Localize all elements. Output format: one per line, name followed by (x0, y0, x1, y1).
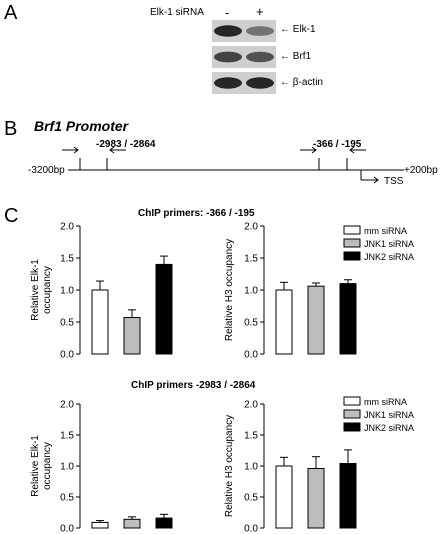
y-tick-label: 0.5 (60, 493, 74, 504)
promoter-title: Brf1 Promoter (34, 118, 129, 134)
y-tick-label: 2.0 (244, 222, 258, 233)
condition-label: Elk-1 siRNA (150, 7, 204, 18)
promoter-left-end: -3200bp (28, 165, 65, 176)
legend-2: mm siRNA JNK1 siRNA JNK2 siRNA (343, 396, 414, 433)
blot-band (214, 77, 242, 89)
y-tick-label: 0.0 (60, 350, 74, 361)
bar-jnk1-sirna (307, 467, 325, 529)
panel-a-letter: A (4, 2, 18, 24)
y-tick-label: 0.5 (244, 318, 258, 329)
y-tick-label: 0.0 (244, 524, 258, 534)
legend-swatch (343, 225, 361, 235)
y-axis-label: Relative H3 occupancy (224, 239, 235, 341)
band-label-brf1: ← Brf1 (280, 51, 311, 62)
western-blot (210, 20, 278, 98)
arrow-left-icon: ← (280, 24, 290, 35)
row2-header: ChIP primers -2983 / -2864 (131, 380, 256, 391)
y-tick-label: 0.0 (60, 524, 74, 534)
legend-1: mm siRNA JNK1 siRNA JNK2 siRNA (343, 225, 414, 262)
bar-chart-4: 0.0 0.5 1.0 1.5 2.0 Relative H3 occupancy (224, 400, 357, 534)
y-axis-label: Relative H3 occupancy (224, 415, 235, 517)
y-tick-label: 0.5 (60, 318, 74, 329)
bar-jnk1-sirna (307, 285, 325, 355)
bar-chart-1: 0.0 0.5 1.0 1.5 2.0 Relative Elk-1occupancy (30, 222, 173, 361)
legend-label: mm siRNA (364, 226, 407, 236)
blot-strip-brf1 (212, 46, 276, 68)
bar-jnk2-sirna (339, 463, 357, 529)
y-tick-label: 1.0 (244, 286, 258, 297)
legend-swatch (343, 422, 361, 432)
y-tick-label: 2.0 (60, 400, 74, 411)
legend-label: mm siRNA (364, 397, 407, 407)
band-name-elk1: Elk-1 (292, 24, 316, 35)
y-tick-label: 1.0 (60, 286, 74, 297)
tss-label: TSS (384, 176, 404, 187)
legend-label: JNK2 siRNA (364, 252, 414, 262)
bar-mm-sirna (91, 521, 109, 529)
reverse-primer-arrow (349, 146, 366, 154)
band-name-actin: β-actin (292, 77, 323, 88)
legend-swatch (343, 251, 361, 261)
forward-primer-arrow (62, 146, 79, 154)
y-tick-label: 2.0 (60, 222, 74, 233)
y-tick-label: 1.5 (244, 254, 258, 265)
bar-chart-2: 0.0 0.5 1.0 1.5 2.0 Relative H3 occupancy (224, 222, 357, 361)
band-name-brf1: Brf1 (292, 51, 312, 62)
legend-label: JNK1 siRNA (364, 410, 414, 420)
y-tick-label: 1.0 (60, 462, 74, 473)
bar-chart-3: 0.0 0.5 1.0 1.5 2.0 Relative Elk-1occupancy (30, 400, 173, 534)
y-tick-label: 0.0 (244, 350, 258, 361)
bar-jnk2-sirna (339, 283, 357, 355)
band-label-actin: ← β-actin (280, 77, 323, 88)
tss-arrow-icon (360, 170, 379, 184)
row1-header: ChIP primers: -366 / -195 (138, 208, 255, 219)
bar-mm-sirna (91, 289, 109, 355)
bar-jnk1-sirna (123, 317, 141, 355)
panel-b-letter: B (4, 118, 18, 140)
arrow-left-icon: ← (280, 77, 290, 88)
y-tick-label: 1.5 (60, 254, 74, 265)
y-axis-label: Relative Elk-1occupancy (30, 435, 53, 497)
reverse-primer-arrow (109, 146, 126, 154)
promoter-diagram (0, 130, 442, 195)
blot-band (214, 25, 242, 37)
y-axis-label: Relative Elk-1occupancy (30, 259, 53, 321)
bar-jnk1-sirna (123, 518, 141, 529)
arrow-left-icon: ← (280, 51, 290, 62)
blot-band (246, 77, 274, 89)
forward-primer-arrow (300, 146, 317, 154)
blot-band (214, 51, 242, 63)
bar-mm-sirna (275, 465, 293, 529)
legend-label: JNK1 siRNA (364, 239, 414, 249)
amplicon-label-distal: -2983 / -2864 (96, 139, 156, 150)
y-tick-label: 1.5 (244, 431, 258, 442)
lane-minus-label: - (225, 5, 230, 20)
blot-band (246, 51, 274, 63)
legend-swatch (343, 238, 361, 248)
bar-jnk2-sirna (155, 263, 173, 355)
promoter-right-end: +200bp (404, 165, 438, 176)
legend-label: JNK2 siRNA (364, 423, 414, 433)
y-tick-label: 1.5 (60, 431, 74, 442)
legend-swatch (343, 409, 361, 419)
blot-band (246, 26, 274, 36)
y-tick-label: 2.0 (244, 400, 258, 411)
y-tick-label: 0.5 (244, 493, 258, 504)
bar-jnk2-sirna (155, 517, 173, 529)
panel-c-letter: C (4, 205, 19, 227)
lane-plus-label: + (256, 4, 264, 19)
bar-mm-sirna (275, 289, 293, 355)
band-label-elk1: ← Elk-1 (280, 24, 316, 35)
amplicon-label-proximal: -366 / -195 (313, 139, 362, 150)
y-tick-label: 1.0 (244, 462, 258, 473)
legend-swatch (343, 396, 361, 406)
